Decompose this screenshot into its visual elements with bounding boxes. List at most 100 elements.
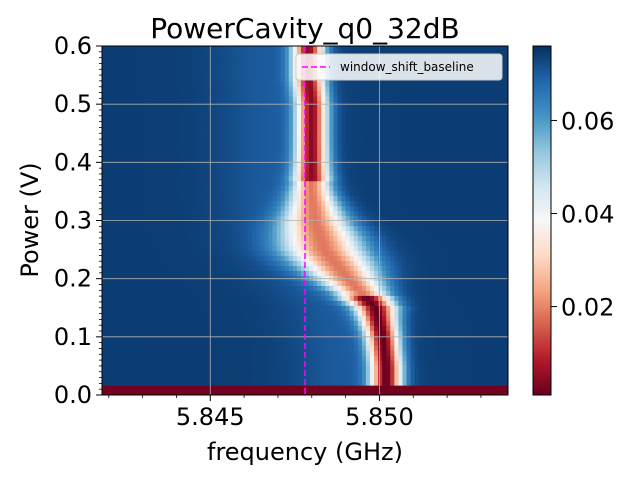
heatmap-cell bbox=[187, 315, 192, 321]
heatmap-cell bbox=[443, 190, 448, 197]
heatmap-cell bbox=[361, 175, 367, 182]
heatmap-cell bbox=[122, 245, 127, 252]
heatmap-cell bbox=[382, 235, 387, 242]
heatmap-cell bbox=[329, 355, 335, 361]
heatmap-cell bbox=[166, 295, 172, 301]
heatmap-cell bbox=[138, 255, 144, 261]
heatmap-cell bbox=[345, 280, 351, 286]
heatmap-cell bbox=[410, 300, 416, 306]
heatmap-cell bbox=[353, 240, 359, 247]
heatmap-cell bbox=[183, 155, 188, 162]
heatmap-cell bbox=[126, 220, 132, 227]
heatmap-cell bbox=[276, 160, 282, 167]
heatmap-cell bbox=[150, 320, 156, 326]
heatmap-cell bbox=[475, 370, 481, 376]
heatmap-cell bbox=[402, 285, 408, 291]
heatmap-cell bbox=[353, 330, 359, 336]
heatmap-cell bbox=[471, 245, 477, 252]
heatmap-cell bbox=[296, 345, 302, 351]
heatmap-cell bbox=[244, 305, 249, 311]
heatmap-cell bbox=[434, 330, 440, 336]
heatmap-cell bbox=[475, 240, 481, 247]
heatmap-cell bbox=[191, 155, 196, 162]
heatmap-cell bbox=[451, 250, 456, 256]
heatmap-cell bbox=[296, 230, 302, 237]
heatmap-cell bbox=[309, 210, 314, 217]
heatmap-cell bbox=[183, 185, 188, 192]
heatmap-cell bbox=[183, 245, 188, 252]
heatmap-cell bbox=[122, 225, 127, 232]
heatmap-cell bbox=[296, 375, 302, 381]
heatmap-cell bbox=[252, 310, 257, 316]
heatmap-cell bbox=[175, 310, 180, 316]
heatmap-cell bbox=[438, 245, 444, 252]
heatmap-cell bbox=[434, 240, 440, 247]
heatmap-cell bbox=[162, 275, 168, 281]
heatmap-cell bbox=[495, 150, 501, 157]
heatmap-cell bbox=[284, 285, 290, 291]
heatmap-cell bbox=[471, 175, 477, 182]
heatmap-cell bbox=[451, 215, 456, 222]
heatmap-cell bbox=[118, 270, 123, 276]
heatmap-cell bbox=[195, 155, 201, 162]
heatmap-cell bbox=[102, 235, 107, 242]
heatmap-cell bbox=[211, 230, 217, 237]
heatmap-cell bbox=[227, 245, 233, 252]
heatmap-cell bbox=[187, 310, 192, 316]
heatmap-cell bbox=[309, 300, 314, 306]
heatmap-cell bbox=[426, 330, 432, 336]
heatmap-cell bbox=[126, 310, 132, 316]
heatmap-cell bbox=[398, 215, 404, 222]
heatmap-cell bbox=[268, 190, 274, 197]
heatmap-cell bbox=[240, 365, 245, 371]
heatmap-cell bbox=[126, 285, 132, 291]
heatmap-cell bbox=[313, 310, 318, 316]
heatmap-cell bbox=[386, 155, 391, 162]
heatmap-cell bbox=[479, 160, 485, 167]
heatmap-cell bbox=[390, 265, 395, 271]
heatmap-cell bbox=[443, 365, 448, 371]
heatmap-cell bbox=[219, 245, 225, 252]
heatmap-cell bbox=[138, 330, 144, 336]
heatmap-cell bbox=[349, 295, 355, 301]
heatmap-cell bbox=[284, 310, 290, 316]
heatmap-cell bbox=[199, 390, 205, 395]
heatmap-cell bbox=[329, 195, 335, 202]
heatmap-cell bbox=[459, 175, 464, 182]
heatmap-cell bbox=[162, 280, 168, 286]
heatmap-cell bbox=[142, 350, 148, 356]
heatmap-cell bbox=[361, 320, 367, 326]
heatmap-cell bbox=[203, 255, 209, 261]
heatmap-cell bbox=[191, 305, 196, 311]
heatmap-cell bbox=[386, 360, 391, 366]
heatmap-cell bbox=[292, 375, 298, 381]
heatmap-cell bbox=[378, 355, 383, 361]
heatmap-cell bbox=[479, 350, 485, 356]
heatmap-cell bbox=[329, 350, 335, 356]
heatmap-cell bbox=[162, 180, 168, 187]
heatmap-cell bbox=[134, 360, 140, 366]
heatmap-cell bbox=[390, 155, 395, 162]
heatmap-cell bbox=[268, 260, 274, 266]
heatmap-cell bbox=[357, 335, 363, 341]
heatmap-cell bbox=[317, 185, 322, 192]
heatmap-cell bbox=[122, 210, 127, 217]
heatmap-cell bbox=[414, 285, 420, 291]
heatmap-cell bbox=[191, 240, 196, 247]
heatmap-cell bbox=[187, 360, 192, 366]
heatmap-cell bbox=[398, 335, 404, 341]
heatmap-cell bbox=[110, 250, 115, 256]
heatmap-cell bbox=[235, 340, 241, 346]
heatmap-cell bbox=[175, 375, 180, 381]
heatmap-cell bbox=[349, 180, 355, 187]
heatmap-cell bbox=[414, 375, 420, 381]
heatmap-cell bbox=[390, 375, 395, 381]
heatmap-cell bbox=[162, 335, 168, 341]
heatmap-cell bbox=[248, 375, 253, 381]
heatmap-cell bbox=[268, 205, 274, 212]
heatmap-cell bbox=[426, 240, 432, 247]
heatmap-cell bbox=[398, 360, 404, 366]
heatmap-cell bbox=[321, 360, 326, 366]
heatmap-cell bbox=[491, 345, 497, 351]
heatmap-cell bbox=[491, 215, 497, 222]
